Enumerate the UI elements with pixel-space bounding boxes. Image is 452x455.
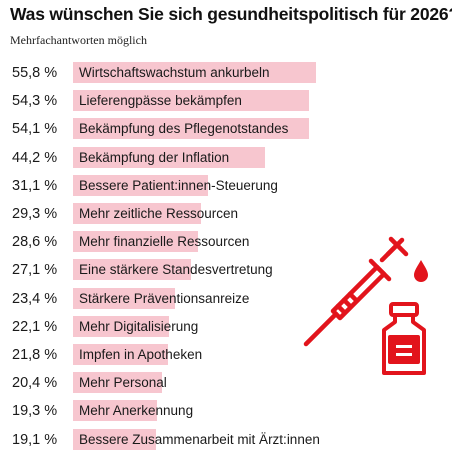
bar-value-label: 29,3 % — [12, 206, 58, 222]
bar-row: 54,1 % Bekämpfung des Pflegenotstandes — [0, 118, 452, 142]
bar-category-label: Mehr finanzielle Ressourcen — [79, 234, 250, 250]
bar — [73, 287, 175, 309]
medical-illustration — [303, 236, 428, 375]
bar — [73, 62, 316, 83]
bar-category-label: Mehr Anerkennung — [79, 403, 194, 419]
bar-value-label: 55,8 % — [12, 65, 58, 81]
bar-category-label: Bessere Patient:innen-Steuerung — [79, 177, 278, 193]
bar-category-label: Bekämpfung des Pflegenotstandes — [79, 121, 289, 137]
bar-row: 19,3 % Mehr Anerkennung — [0, 400, 452, 424]
bar-value-label: 19,3 % — [12, 403, 58, 420]
bar-category-label: Mehr Digitalisierung — [79, 318, 199, 334]
bar — [73, 90, 310, 112]
chart-subtitle: Mehrfachantworten möglich — [10, 33, 147, 47]
bar-row: 19,1 % Bessere Zusammenarbeit mit Ärzt:in… — [0, 428, 452, 453]
bar-value-label: 19,1 % — [12, 431, 58, 448]
bar-category-label: Bekämpfung der Inflation — [79, 149, 230, 165]
bar-value-label: 23,4 % — [12, 290, 58, 307]
bar-row: 27,1 % Eine stärkere Standesvertretung — [0, 259, 452, 283]
bar — [73, 203, 201, 224]
bar-category-label: Lieferengpässe bekämpfen — [79, 93, 242, 109]
bar — [73, 400, 158, 422]
bar — [73, 372, 162, 394]
bar-row: 55,8 % Wirtschaftswachstum ankurbeln — [0, 62, 452, 86]
bar-value-label: 44,2 % — [12, 149, 58, 166]
bar-row: 28,6 % Mehr finanzielle Ressourcen — [0, 231, 452, 255]
bar-row: 20,4 % Mehr Personal — [0, 372, 452, 396]
bar — [73, 174, 209, 196]
bar-row: 31,1 % Bessere Patient:innen-Steuerung — [0, 174, 452, 199]
bar — [73, 118, 309, 140]
bar-category-label: Mehr Personal — [79, 375, 167, 391]
drop-icon — [414, 260, 428, 282]
bar-row: 54,3 % Lieferengpässe bekämpfen — [0, 90, 452, 114]
bar — [73, 315, 170, 337]
bar-value-label: 20,4 % — [12, 375, 58, 392]
bar-category-label: Wirtschaftswachstum ankurbeln — [79, 65, 270, 80]
bar-category-label: Eine stärkere Standesvertretung — [79, 262, 273, 278]
bar — [73, 428, 157, 450]
bar-value-label: 54,1 % — [12, 121, 58, 138]
bar-value-label: 21,8 % — [12, 347, 58, 363]
bar-row: 21,8 % Impfen in Apotheken — [0, 344, 452, 368]
medicine-vial-icon — [382, 302, 426, 375]
bar-category-label: Bessere Zusammenarbeit mit Ärzt:innen — [79, 431, 320, 447]
bar-value-label: 27,1 % — [12, 262, 58, 279]
bar — [73, 231, 198, 253]
bar-value-label: 31,1 % — [12, 177, 58, 194]
chart-title: Was wünschen Sie sich gesundheitspolitis… — [10, 4, 452, 24]
bar-row: 44,2 % Bekämpfung der Inflation — [0, 146, 452, 171]
bar — [73, 146, 266, 168]
bar-value-label: 28,6 % — [12, 234, 58, 251]
bar-category-label: Mehr zeitliche Ressourcen — [79, 206, 239, 221]
bar-row: 23,4 % Stärkere Präventionsanreize — [0, 287, 452, 312]
bar-value-label: 22,1 % — [12, 318, 58, 335]
bar-category-label: Stärkere Präventionsanreize — [79, 290, 250, 306]
bar-category-label: Impfen in Apotheken — [79, 347, 203, 362]
bar — [73, 344, 168, 365]
bar-row: 22,1 % Mehr Digitalisierung — [0, 315, 452, 340]
bar-value-label: 54,3 % — [12, 93, 58, 110]
syringe-icon — [303, 236, 409, 347]
bar-row: 29,3 % Mehr zeitliche Ressourcen — [0, 203, 452, 227]
bar — [73, 259, 192, 281]
